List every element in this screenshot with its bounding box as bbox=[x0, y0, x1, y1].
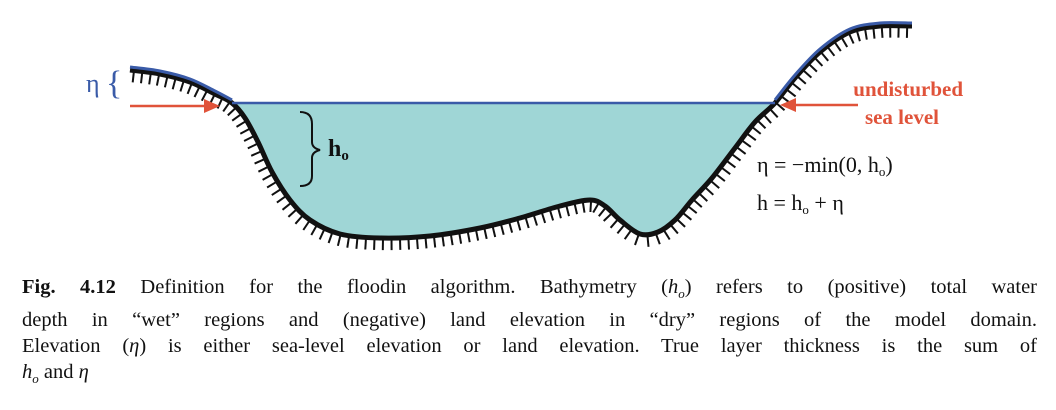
h0-brace bbox=[299, 111, 321, 187]
caption-line-3: Elevation (η) is either sea-level elevat… bbox=[22, 335, 1037, 358]
caption-line-4: ho and η bbox=[22, 361, 89, 387]
flooding-diagram: η { ho undisturbed sea level η = −min(0,… bbox=[86, 21, 963, 251]
eta-brace: { bbox=[106, 65, 122, 102]
water-body bbox=[232, 103, 775, 239]
caption-line-1: Fig. 4.12 Definition for the floodin alg… bbox=[22, 276, 1038, 302]
figure-label: Fig. 4.12 bbox=[22, 276, 116, 298]
undisturbed-label-line1: undisturbed bbox=[853, 77, 963, 101]
h0-label: ho bbox=[328, 136, 349, 164]
seabed-profile bbox=[129, 23, 913, 241]
land-elevation-right bbox=[773, 21, 913, 101]
undisturbed-label-line2: sea level bbox=[865, 105, 939, 129]
right-arrow bbox=[780, 98, 858, 112]
land-elevation-left bbox=[129, 65, 233, 102]
figure-caption: Fig. 4.12 Definition for the floodin alg… bbox=[22, 274, 1037, 392]
caption-line-2: depth in “wet” regions and (negative) la… bbox=[22, 309, 1037, 332]
eta-symbol: η bbox=[86, 69, 100, 98]
equation-h: h = ho + η bbox=[757, 190, 844, 217]
equation-eta: η = −min(0, ho) bbox=[757, 152, 893, 179]
left-arrow bbox=[130, 99, 220, 113]
